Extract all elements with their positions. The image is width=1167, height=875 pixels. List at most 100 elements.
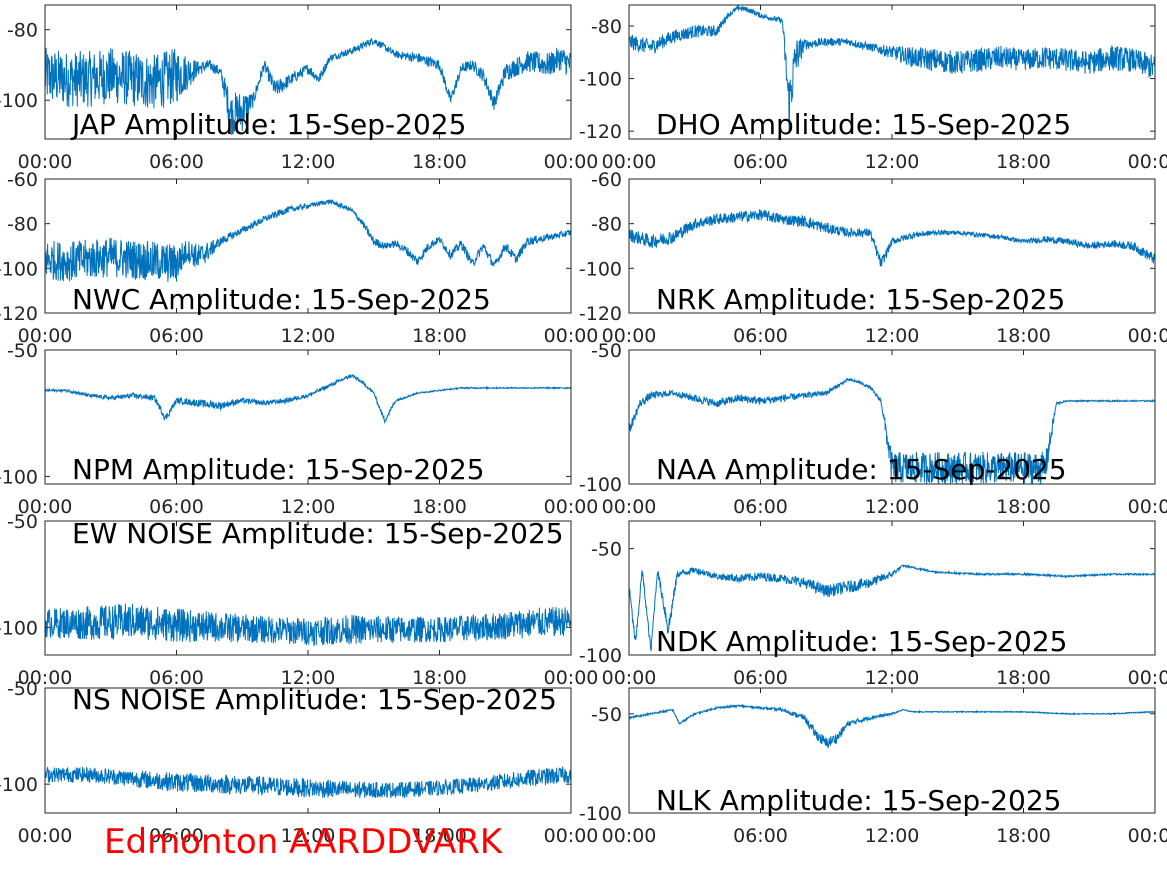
series-line-3 xyxy=(45,199,571,282)
series-line-6 xyxy=(629,377,1155,484)
panel-6: 00:00 06:00 12:00 18:00 00:00 -50 -100 NAA Ampl… xyxy=(579,340,1167,518)
x-tick-label: 00:00 xyxy=(544,325,599,347)
x-tick-label: 18:00 xyxy=(412,496,467,518)
x-tick-label: 06:00 xyxy=(149,325,204,347)
y-tick-label: -50 xyxy=(591,539,622,561)
station-label: Edmonton AARDDVARK xyxy=(104,822,503,862)
panel-2: 00:00 06:00 12:00 18:00 00:00 -80 -100 -120 DHO … xyxy=(579,4,1167,173)
x-tick-label: 12:00 xyxy=(865,667,920,689)
y-tick-label: -120 xyxy=(0,303,38,325)
x-tick-label: 06:00 xyxy=(733,667,788,689)
y-tick-label: -100 xyxy=(0,774,38,796)
x-tick-label: 18:00 xyxy=(996,325,1051,347)
x-tick-label: 00:00 xyxy=(18,825,73,847)
x-tick-label: 06:00 xyxy=(149,496,204,518)
x-tick-label: 00:00 xyxy=(544,667,599,689)
y-tick-label: -80 xyxy=(591,16,622,38)
series-line-10 xyxy=(629,703,1155,749)
x-tick-label: 12:00 xyxy=(281,325,336,347)
x-tick-label: 00:00 xyxy=(544,496,599,518)
y-tick-label: -50 xyxy=(591,704,622,726)
x-tick-label: 18:00 xyxy=(412,151,467,173)
panel-8: 00:00 06:00 12:00 18:00 00:00 -50 -100 NDK Ampl… xyxy=(579,520,1167,689)
panel-title: NAA Amplitude: 15-Sep-2025 xyxy=(656,453,1067,486)
x-tick-label: 00:00 xyxy=(544,825,599,847)
x-tick-label: 06:00 xyxy=(733,825,788,847)
x-tick-label: 12:00 xyxy=(281,151,336,173)
panel-5: 00:00 06:00 12:00 18:00 00:00 -50 -100 NPM Ampl… xyxy=(0,340,598,518)
x-tick-label: 18:00 xyxy=(412,325,467,347)
y-tick-label: -100 xyxy=(0,617,38,639)
y-tick-label: -80 xyxy=(7,214,38,236)
series-line-7 xyxy=(45,603,571,647)
y-tick-label: -50 xyxy=(7,511,38,533)
x-tick-label: 18:00 xyxy=(412,825,467,847)
panel-title: NRK Amplitude: 15-Sep-2025 xyxy=(656,283,1065,316)
x-tick-label: 00:00 xyxy=(18,325,73,347)
panel-1: 00:00 06:00 12:00 18:00 00:00 -80 -100 JAP Ampl… xyxy=(0,4,599,173)
x-tick-label: 06:00 xyxy=(149,151,204,173)
x-tick-label: 06:00 xyxy=(149,825,204,847)
series-line-2 xyxy=(629,5,1155,131)
x-tick-label: 12:00 xyxy=(865,825,920,847)
panel-title: NPM Amplitude: 15-Sep-2025 xyxy=(72,453,485,486)
y-tick-label: -100 xyxy=(579,474,622,496)
x-tick-label: 00:00 xyxy=(1128,667,1167,689)
x-tick-label: 18:00 xyxy=(996,825,1051,847)
panel-3: 00:00 06:00 12:00 18:00 00:00 -60 -80 -100 -120 N… xyxy=(0,169,598,347)
panel-title: NWC Amplitude: 15-Sep-2025 xyxy=(72,283,491,316)
y-tick-label: -100 xyxy=(0,466,38,488)
y-tick-label: -120 xyxy=(579,303,622,325)
x-tick-label: 00:00 xyxy=(1128,496,1167,518)
panel-title: NDK Amplitude: 15-Sep-2025 xyxy=(656,625,1067,658)
y-tick-label: -120 xyxy=(579,121,622,143)
x-tick-label: 00:00 xyxy=(1128,325,1167,347)
x-tick-label: 00:00 xyxy=(602,496,657,518)
x-tick-label: 06:00 xyxy=(733,325,788,347)
y-tick-label: -100 xyxy=(0,90,38,112)
x-tick-label: 12:00 xyxy=(865,151,920,173)
series-line-8 xyxy=(629,563,1155,652)
y-tick-label: -80 xyxy=(7,20,38,42)
panel-4: 00:00 06:00 12:00 18:00 00:00 -60 -80 -100 -120 N… xyxy=(579,169,1167,347)
x-tick-label: 12:00 xyxy=(865,496,920,518)
panel-9: 00:00 06:00 12:00 18:00 00:00 -50 -100 NS NOISE… xyxy=(0,678,598,847)
series-line-4 xyxy=(629,209,1155,267)
series-line-5 xyxy=(45,374,571,425)
y-tick-label: -50 xyxy=(591,340,622,362)
x-tick-label: 00:00 xyxy=(18,667,73,689)
x-tick-label: 00:00 xyxy=(544,151,599,173)
panel-7: 00:00 06:00 12:00 18:00 00:00 -50 -100 EW NOISE… xyxy=(0,511,598,689)
y-tick-label: -100 xyxy=(579,69,622,91)
panel-title: NLK Amplitude: 15-Sep-2025 xyxy=(656,784,1062,817)
panel-title: EW NOISE Amplitude: 15-Sep-2025 xyxy=(72,517,564,550)
x-tick-label: 12:00 xyxy=(865,325,920,347)
x-tick-label: 00:00 xyxy=(1128,825,1167,847)
x-tick-label: 18:00 xyxy=(996,667,1051,689)
x-tick-label: 00:00 xyxy=(1128,151,1167,173)
x-tick-label: 06:00 xyxy=(149,667,204,689)
x-tick-label: 00:00 xyxy=(602,825,657,847)
x-tick-label: 18:00 xyxy=(412,667,467,689)
x-tick-label: 06:00 xyxy=(733,151,788,173)
x-tick-label: 00:00 xyxy=(18,151,73,173)
x-tick-label: 00:00 xyxy=(602,325,657,347)
y-tick-label: -100 xyxy=(579,803,622,825)
y-tick-label: -80 xyxy=(591,214,622,236)
x-tick-label: 00:00 xyxy=(602,667,657,689)
x-tick-label: 00:00 xyxy=(18,496,73,518)
series-line-9 xyxy=(45,766,571,799)
y-tick-label: -60 xyxy=(7,169,38,191)
x-tick-label: 12:00 xyxy=(281,825,336,847)
panel-title: DHO Amplitude: 15-Sep-2025 xyxy=(656,108,1071,141)
x-tick-label: 12:00 xyxy=(281,667,336,689)
x-tick-label: 00:00 xyxy=(602,151,657,173)
series-line-1 xyxy=(45,38,571,136)
panel-10: 00:00 06:00 12:00 18:00 00:00 -50 -100 NLK Ampl… xyxy=(579,687,1167,847)
x-tick-label: 12:00 xyxy=(281,496,336,518)
y-tick-label: -60 xyxy=(591,169,622,191)
x-tick-label: 18:00 xyxy=(996,496,1051,518)
y-tick-label: -100 xyxy=(579,645,622,667)
y-tick-label: -50 xyxy=(7,340,38,362)
